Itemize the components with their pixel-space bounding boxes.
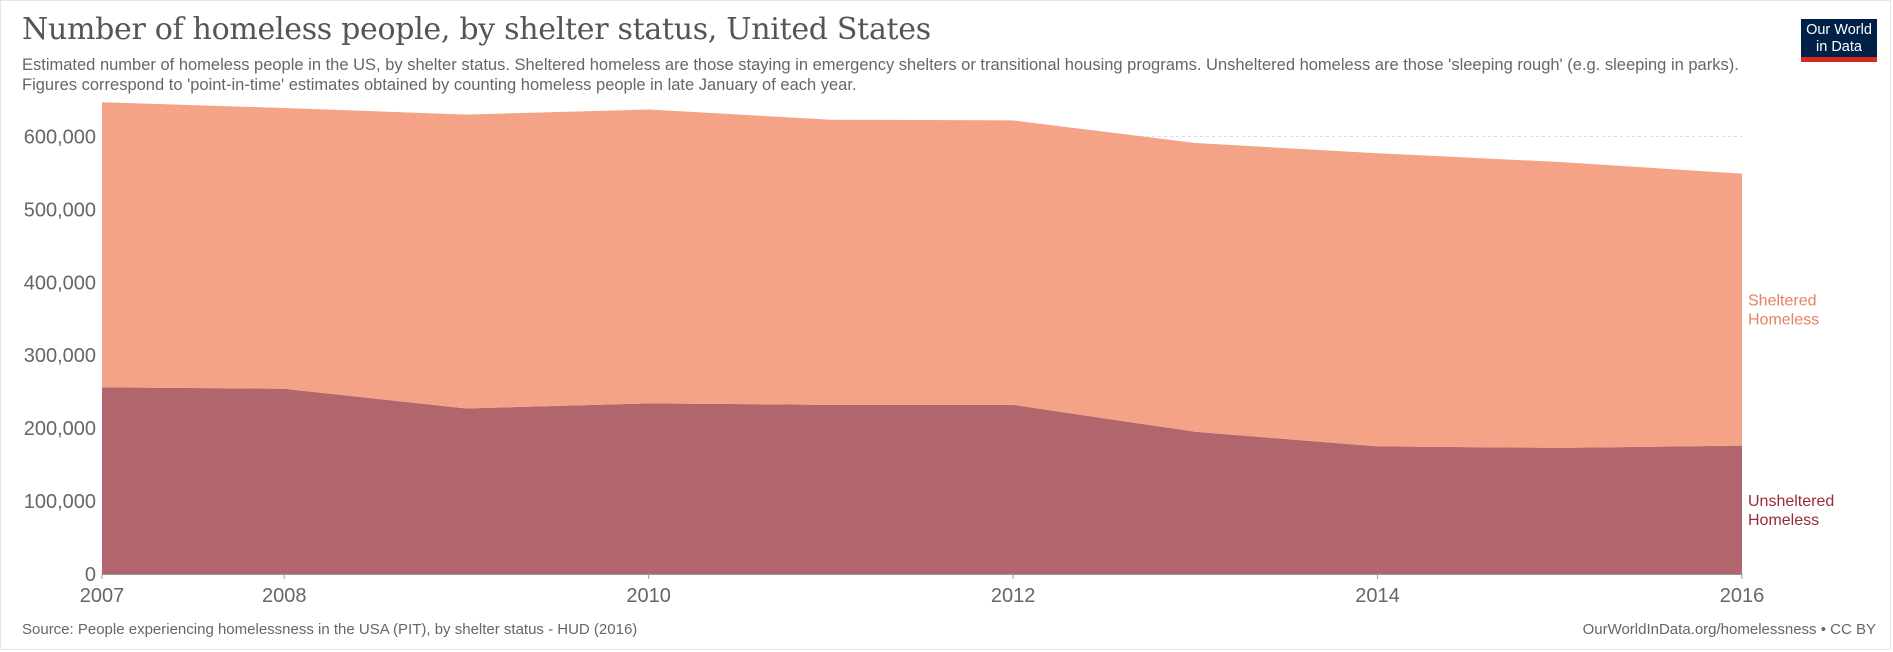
x-tick-label: 2014 bbox=[1355, 585, 1400, 607]
y-tick-label: 200,000 bbox=[24, 418, 96, 440]
y-tick-label: 600,000 bbox=[24, 126, 96, 148]
y-tick-label: 500,000 bbox=[24, 199, 96, 221]
series-label-unsheltered: Unsheltered bbox=[1748, 493, 1834, 510]
axis-layer: 0 100,000 200,000 300,000 400,000 500,000 600,… bbox=[24, 126, 1765, 607]
y-tick-label: 0 bbox=[85, 564, 96, 586]
logo-text-line2: in Data bbox=[1816, 39, 1862, 55]
x-tick-label: 2007 bbox=[80, 585, 125, 607]
logo-accent-bar bbox=[1801, 57, 1877, 62]
series-label-sheltered: Sheltered bbox=[1748, 293, 1817, 310]
x-tick-label: 2016 bbox=[1720, 585, 1765, 607]
x-tick-label: 2010 bbox=[626, 585, 671, 607]
x-tick-label: 2008 bbox=[262, 585, 307, 607]
y-tick-label: 300,000 bbox=[24, 345, 96, 367]
series-label-unsheltered: Homeless bbox=[1748, 512, 1819, 529]
logo-text-line1: Our World bbox=[1806, 22, 1872, 38]
label-layer: Unsheltered Homeless Sheltered Homeless bbox=[1748, 293, 1834, 529]
y-tick-label: 400,000 bbox=[24, 272, 96, 294]
area-unsheltered bbox=[102, 387, 1742, 574]
y-tick-label: 100,000 bbox=[24, 491, 96, 513]
x-tick-label: 2012 bbox=[991, 585, 1036, 607]
series-label-sheltered: Homeless bbox=[1748, 312, 1819, 329]
source-note: Source: People experiencing homelessness… bbox=[22, 621, 638, 638]
owid-logo[interactable]: Our World in Data bbox=[1801, 19, 1877, 62]
area-sheltered bbox=[102, 102, 1742, 448]
area-layer bbox=[102, 102, 1742, 574]
credit-link[interactable]: OurWorldInData.org/homelessness • CC BY bbox=[1582, 621, 1876, 638]
chart-title: Number of homeless people, by shelter st… bbox=[22, 12, 931, 47]
chart-subtitle: Estimated number of homeless people in t… bbox=[22, 56, 1739, 94]
